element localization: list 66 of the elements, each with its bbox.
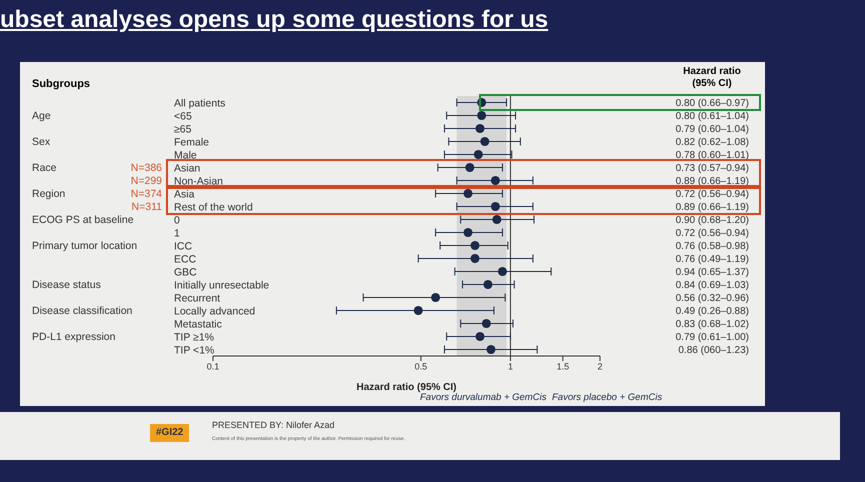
data-label: 0.86 (060–1.23) (678, 345, 749, 356)
text: Disease classification (32, 304, 132, 318)
y-tick-label: Asia (174, 188, 195, 200)
data-label: 0.79 (0.61–1.00) (676, 332, 749, 343)
text: Favors durvalumab + GemCis (420, 392, 546, 404)
y-tick-label: Metastatic (174, 318, 222, 330)
data-label: 0.72 (0.56–0.94) (676, 228, 749, 239)
y-tick-label: ICC (174, 240, 192, 252)
y-tick-label: TIP <1% (174, 344, 214, 356)
y-tick-label: GBC (174, 266, 198, 278)
text: N=386 (130, 160, 162, 174)
y-tick-label: Initially unresectable (174, 280, 270, 292)
data-label: 0.90 (0.68–1.20) (676, 215, 749, 226)
y-tick-label: Recurrent (174, 292, 220, 304)
text: ECOG PS at baseline (32, 212, 134, 226)
text: N=374 (130, 186, 162, 200)
y-tick-label: ≥65 (174, 124, 192, 136)
text: N=311 (130, 200, 162, 214)
y-tick-label: <65 (174, 110, 192, 122)
data-label: 0.73 (0.57–0.94) (676, 163, 749, 174)
data-label: 0.76 (0.49–1.19) (676, 254, 749, 265)
y-tick-label: ECC (174, 254, 197, 266)
data-label: 0.78 (0.60–1.01) (676, 150, 749, 161)
x-tick-label: 0.5 (414, 361, 428, 372)
data-label: 0.76 (0.58–0.98) (676, 241, 749, 252)
y-tick-label: All patients (174, 98, 226, 110)
text: Region (32, 186, 66, 200)
x-axis-title: Hazard ratio (95% CI) (356, 382, 457, 393)
data-label: 0.94 (0.65–1.37) (676, 267, 749, 278)
y-tick-label: TIP ≥1% (174, 332, 214, 344)
text: Primary tumor location (32, 238, 138, 252)
y-tick-label: Female (174, 136, 210, 148)
x-tick-label: 2 (597, 361, 603, 372)
data-label: 0.49 (0.26–0.88) (676, 306, 749, 317)
y-tick-label: Non-Asian (174, 176, 224, 188)
x-tick-label: 1.5 (556, 361, 570, 372)
data-label: 0.80 (0.66–0.97) (676, 98, 749, 109)
data-label: 0.89 (0.66–1.19) (676, 202, 749, 213)
text: Subgroups (32, 78, 90, 92)
y-tick-label: Locally advanced (174, 306, 256, 318)
data-label: 0.84 (0.69–1.03) (676, 280, 749, 291)
data-label: 0.82 (0.62–1.08) (676, 137, 749, 148)
text: Favors placebo + GemCis (552, 392, 662, 404)
y-tick-label: Asian (174, 162, 200, 174)
text: PD-L1 expression (32, 330, 116, 344)
text: Disease status (32, 278, 101, 292)
text: N=299 (130, 174, 162, 188)
text: Sex (32, 134, 50, 148)
text: PRESENTED BY: Nilofer Azad (212, 420, 335, 431)
data-label: 0.83 (0.68–1.02) (676, 319, 749, 330)
text: Hazard ratio (95% CI) (682, 66, 742, 90)
data-label: 0.56 (0.32–0.96) (676, 293, 749, 304)
data-label: 0.89 (0.66–1.19) (676, 176, 749, 187)
text: Race (32, 160, 57, 174)
chart-title: ubset analyses opens up some questions for us (0, 6, 548, 34)
x-tick-label: 0.1 (206, 361, 220, 372)
data-label: 0.80 (0.61–1.04) (676, 111, 749, 122)
text: #GI22 (150, 424, 190, 442)
y-tick-label: Rest of the world (174, 202, 253, 214)
data-label: 0.72 (0.56–0.94) (676, 189, 749, 200)
x-tick-label: 1 (508, 361, 513, 372)
data-label: 0.79 (0.60–1.04) (676, 124, 749, 135)
text: Age (32, 108, 51, 122)
y-tick-label: 1 (174, 228, 180, 240)
y-tick-label: 0 (174, 214, 180, 226)
y-tick-label: Male (174, 150, 197, 162)
